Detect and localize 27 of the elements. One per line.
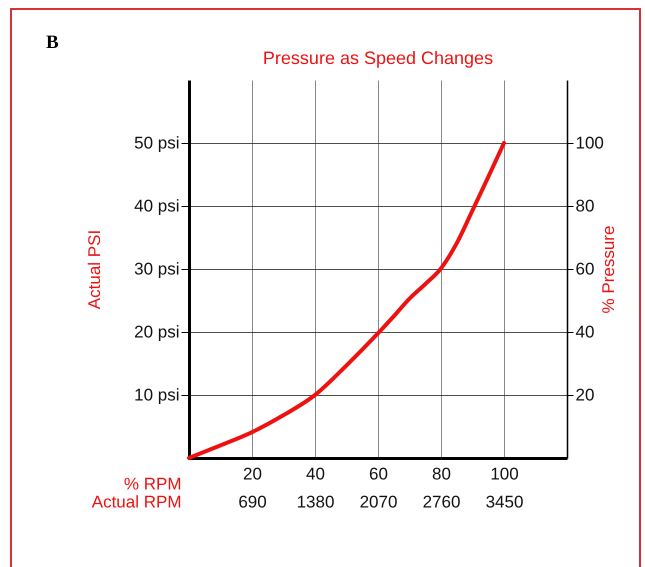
x-axis-title: % RPM (124, 474, 182, 494)
x2-tick-label: 690 (238, 492, 267, 512)
x2-tick-label: 3450 (486, 492, 524, 512)
x2-tick-label: 2070 (360, 492, 398, 512)
x-tick-label: 60 (369, 464, 388, 484)
y2-tick-label: 80 (576, 196, 594, 216)
x-tick-label: 100 (490, 464, 519, 484)
chart-title: Pressure as Speed Changes (262, 48, 494, 68)
y-axis-title: Actual PSI (85, 230, 104, 310)
x-tick-label: 80 (432, 464, 451, 484)
y-tick-label: 30 psi (134, 260, 180, 278)
y2-tick-label: 20 (576, 386, 594, 404)
x2-tick-label: 1380 (296, 492, 334, 512)
y-tick-label: 50 psi (134, 134, 180, 152)
y2-tick-label: 60 (576, 260, 594, 278)
x2-tick-label: 2760 (422, 492, 460, 512)
y-tick-label: 10 psi (134, 386, 180, 404)
y2-tick-label: 40 (576, 322, 594, 342)
y-tick-label: 40 psi (134, 196, 180, 216)
line-series (187, 141, 506, 460)
x-tick-label: 40 (306, 464, 325, 484)
text: B (46, 32, 59, 54)
y-tick-label: 20 psi (134, 322, 180, 342)
x-tick-label: 20 (243, 464, 262, 484)
y2-tick-label: 100 (576, 134, 604, 152)
y2-axis-title: % Pressure (598, 226, 618, 314)
x2-axis-title: Actual RPM (92, 492, 182, 512)
